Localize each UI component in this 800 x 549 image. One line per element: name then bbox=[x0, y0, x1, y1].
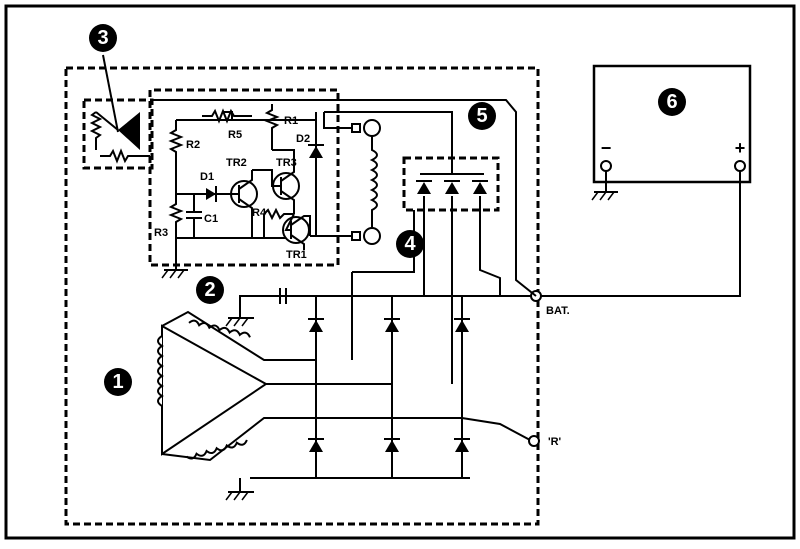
transistor-tr2 bbox=[230, 170, 258, 238]
label-d2: D2 bbox=[296, 133, 310, 145]
resistor-r3 bbox=[168, 194, 184, 238]
r-terminal-label: 'R' bbox=[548, 436, 562, 448]
badge-6-number: 6 bbox=[666, 91, 677, 113]
badge-4 bbox=[396, 230, 424, 258]
brush-pointer bbox=[118, 112, 140, 150]
battery-terminal-negative bbox=[600, 160, 612, 172]
slip-ring-bottom bbox=[363, 227, 381, 245]
brush-top-lead bbox=[323, 112, 352, 129]
transistor-tr3 bbox=[252, 149, 300, 214]
badge-3 bbox=[89, 24, 117, 52]
regulator-box bbox=[148, 88, 340, 267]
resistor-r4 bbox=[263, 207, 294, 221]
rectifier-diode-pos-b bbox=[383, 318, 401, 333]
bat-terminal-label: BAT. bbox=[546, 305, 570, 317]
battery-terminal-positive bbox=[734, 160, 746, 172]
label-r2: R2 bbox=[186, 139, 200, 151]
rectifier-diode-neg-a bbox=[307, 438, 325, 453]
trio-diode-3 bbox=[471, 180, 489, 195]
transistor-tr1 bbox=[282, 213, 311, 250]
sense-resistor-b bbox=[100, 148, 138, 164]
badge-1 bbox=[104, 368, 132, 396]
rotor-feed-wire bbox=[324, 111, 453, 174]
slip-ring-top bbox=[363, 119, 381, 137]
page-border bbox=[4, 4, 796, 540]
r-terminal-wire bbox=[461, 417, 531, 441]
battery-ground-icon bbox=[591, 191, 618, 201]
rectifier-diode-neg-c bbox=[453, 438, 471, 453]
bat-to-battery-wire bbox=[536, 171, 741, 297]
capacitor-c1 bbox=[186, 194, 202, 238]
badge-3-number: 3 bbox=[97, 27, 108, 49]
regulator-ground-icon bbox=[161, 269, 188, 279]
rectifier-ground-icon bbox=[225, 491, 254, 501]
label-r4: R4 bbox=[252, 207, 267, 219]
badge-4-number: 4 bbox=[404, 233, 416, 255]
rectifier-diode-pos-a bbox=[307, 318, 325, 333]
badge-2-number: 2 bbox=[204, 279, 215, 301]
badge-3-leader bbox=[102, 54, 119, 133]
resistor-r5 bbox=[202, 108, 252, 124]
brush-leads bbox=[95, 111, 150, 157]
field-coil bbox=[369, 136, 378, 228]
badge-5-number: 5 bbox=[476, 105, 487, 127]
battery-minus: − bbox=[601, 138, 612, 158]
badge-6 bbox=[658, 88, 686, 116]
trio-diode-2 bbox=[443, 180, 461, 195]
label-d1: D1 bbox=[200, 171, 214, 183]
resistor-r1 bbox=[264, 104, 280, 150]
stator-winding bbox=[157, 319, 268, 460]
sense-resistor-a bbox=[89, 111, 103, 150]
regulator-supply-wire bbox=[150, 99, 537, 297]
resistor-r2 bbox=[168, 120, 184, 194]
freewheel-diode-d2 bbox=[307, 144, 325, 159]
rectifier-diode-neg-b bbox=[383, 438, 401, 453]
brush-top bbox=[351, 123, 361, 133]
phase-c-lead bbox=[161, 417, 462, 462]
label-tr2: TR2 bbox=[226, 157, 247, 169]
label-tr3: TR3 bbox=[276, 157, 297, 169]
label-tr1: TR1 bbox=[286, 249, 307, 261]
label-r5: R5 bbox=[228, 129, 242, 141]
label-r1: R1 bbox=[284, 115, 298, 127]
brush-bottom bbox=[351, 231, 361, 241]
brush-box bbox=[82, 98, 154, 170]
trio-diode-1 bbox=[415, 180, 433, 195]
badge-2 bbox=[196, 276, 224, 304]
label-r3: R3 bbox=[154, 227, 168, 239]
zener-diode-d1 bbox=[206, 186, 217, 202]
suppression-capacitor bbox=[225, 288, 287, 327]
trio-lead-3 bbox=[479, 196, 501, 296]
badge-5 bbox=[468, 102, 496, 130]
battery-plus: + bbox=[735, 138, 746, 158]
phase-a-lead bbox=[161, 310, 316, 361]
rectifier-diode-pos-c bbox=[453, 318, 471, 333]
label-c1: C1 bbox=[204, 213, 218, 225]
battery bbox=[592, 64, 752, 184]
badge-1-number: 1 bbox=[112, 371, 123, 393]
r-terminal[interactable] bbox=[528, 435, 540, 447]
